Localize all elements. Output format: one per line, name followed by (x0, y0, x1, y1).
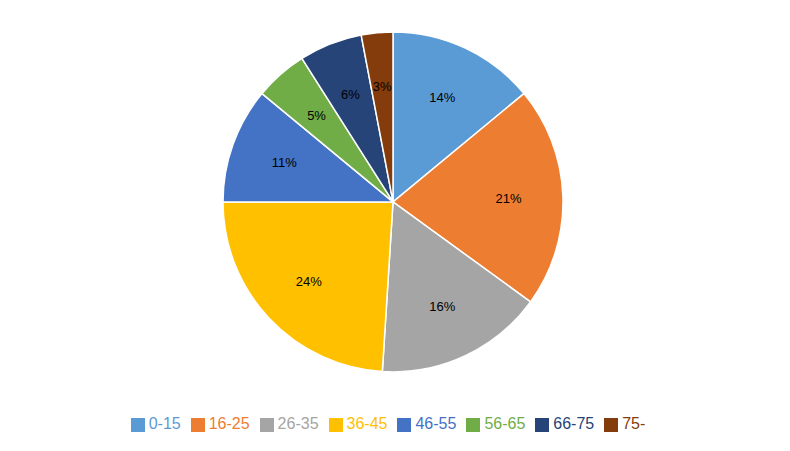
html-text:0-15: 0-15 (148, 415, 181, 432)
svg-text:3%: 3% (373, 79, 392, 94)
html-text:26-35: 26-35 (277, 415, 319, 432)
svg-text:14%: 14% (429, 90, 455, 105)
html-text:16-25: 16-25 (208, 415, 250, 432)
svg-text:16%: 16% (429, 299, 455, 314)
html-text:66-75: 66-75 (553, 415, 595, 432)
html-text:75-: 75- (622, 415, 646, 432)
svg-text:5%: 5% (307, 108, 326, 123)
svg-text:24%: 24% (296, 274, 322, 289)
html-text:46-55: 46-55 (415, 415, 457, 432)
html-text:36-45: 36-45 (346, 415, 388, 432)
html-text:56-65: 56-65 (484, 415, 526, 432)
svg-text:11%: 11% (272, 155, 297, 170)
svg-text:21%: 21% (496, 191, 522, 206)
svg-text:6%: 6% (341, 87, 360, 102)
